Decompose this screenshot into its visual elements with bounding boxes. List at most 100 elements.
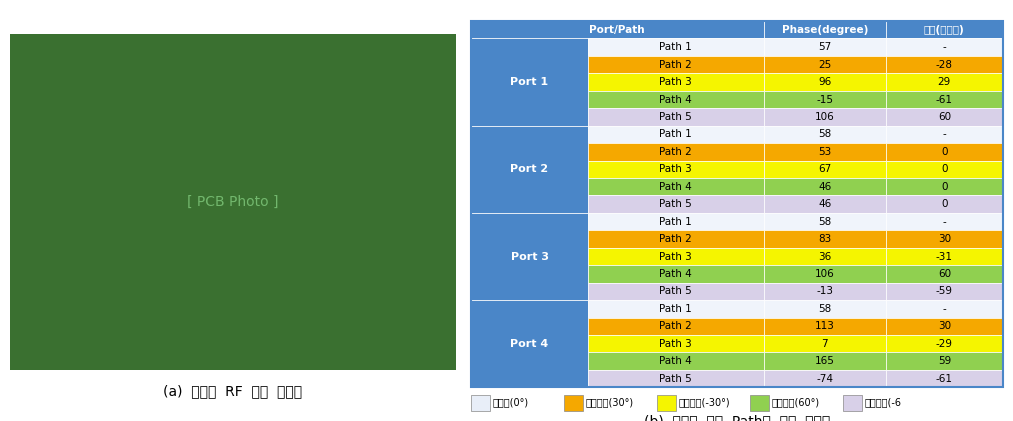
Text: 83: 83 [819,234,832,244]
Text: 106: 106 [814,269,835,279]
Bar [885,21,1003,38]
Bar [885,317,1003,335]
Text: -: - [942,217,946,226]
Text: Port 4: Port 4 [511,339,549,349]
Bar [885,352,1003,370]
Text: Port/Path: Port/Path [590,25,645,35]
Bar [588,282,764,300]
Bar [764,370,885,387]
Text: -15: -15 [816,95,834,104]
Text: Path 5: Path 5 [659,112,692,122]
Text: Path 4: Path 4 [659,182,692,192]
Text: 59: 59 [938,356,951,366]
Text: 60: 60 [938,112,951,122]
Text: 0: 0 [941,182,947,192]
Text: 67: 67 [819,164,832,174]
Bar [588,56,764,73]
Text: Path 3: Path 3 [659,251,692,261]
Text: Path 1: Path 1 [659,217,692,226]
Text: 113: 113 [814,321,835,331]
Bar [657,395,676,411]
Bar [885,213,1003,230]
Bar [588,317,764,335]
Text: -: - [942,42,946,52]
Bar [471,395,489,411]
Bar [885,73,1003,91]
FancyBboxPatch shape [10,34,456,370]
Text: 96: 96 [819,77,832,87]
Text: 0: 0 [941,199,947,209]
Bar [588,370,764,387]
Text: 동위상(0°): 동위상(0°) [492,397,529,407]
Bar [564,395,582,411]
Bar [588,335,764,352]
Text: 60: 60 [938,269,951,279]
Bar [764,143,885,160]
Bar [885,91,1003,108]
Text: 30: 30 [938,234,951,244]
Text: Port 1: Port 1 [511,77,549,87]
Bar [588,91,764,108]
Bar [764,21,885,38]
Bar [885,370,1003,387]
Bar [885,178,1003,195]
Text: -29: -29 [936,339,953,349]
Bar [885,230,1003,248]
Text: Path 4: Path 4 [659,269,692,279]
Text: Path 5: Path 5 [659,286,692,296]
Text: Path 1: Path 1 [659,42,692,52]
Bar [588,38,764,56]
Bar [885,195,1003,213]
Text: Path 1: Path 1 [659,129,692,139]
Bar [764,56,885,73]
Text: 순차위상(-6: 순차위상(-6 [865,397,902,407]
Bar [764,300,885,317]
Text: -59: -59 [936,286,953,296]
Text: Path 2: Path 2 [659,234,692,244]
Bar [588,108,764,126]
Bar [764,230,885,248]
Text: Path 4: Path 4 [659,356,692,366]
Text: 36: 36 [819,251,832,261]
Text: 순차위상(-30°): 순차위상(-30°) [679,397,730,407]
Bar [764,335,885,352]
Text: 58: 58 [819,304,832,314]
Bar [588,213,764,230]
Text: Path 5: Path 5 [659,199,692,209]
Text: 46: 46 [819,182,832,192]
Bar [885,126,1003,143]
Bar [885,335,1003,352]
Text: Path 5: Path 5 [659,373,692,384]
Bar [764,265,885,282]
Bar [764,38,885,56]
Bar [588,248,764,265]
Text: Phase(degree): Phase(degree) [781,25,868,35]
Text: Path 2: Path 2 [659,321,692,331]
Text: 58: 58 [819,217,832,226]
Bar [764,91,885,108]
Bar [764,178,885,195]
Bar [885,248,1003,265]
Text: 58: 58 [819,129,832,139]
Bar [764,282,885,300]
Text: 30: 30 [938,321,951,331]
Bar [885,38,1003,56]
Bar [885,56,1003,73]
Text: -: - [942,129,946,139]
Text: Port 3: Port 3 [511,251,549,261]
Bar [588,195,764,213]
Bar [588,178,764,195]
Bar [588,126,764,143]
Text: Path 4: Path 4 [659,95,692,104]
Text: 0: 0 [941,164,947,174]
Text: Port 2: Port 2 [511,164,549,174]
Bar [885,282,1003,300]
Bar [588,160,764,178]
Bar [588,143,764,160]
Text: -: - [942,304,946,314]
Bar [764,248,885,265]
Bar [588,230,764,248]
Bar [764,317,885,335]
Text: 46: 46 [819,199,832,209]
Bar [885,265,1003,282]
